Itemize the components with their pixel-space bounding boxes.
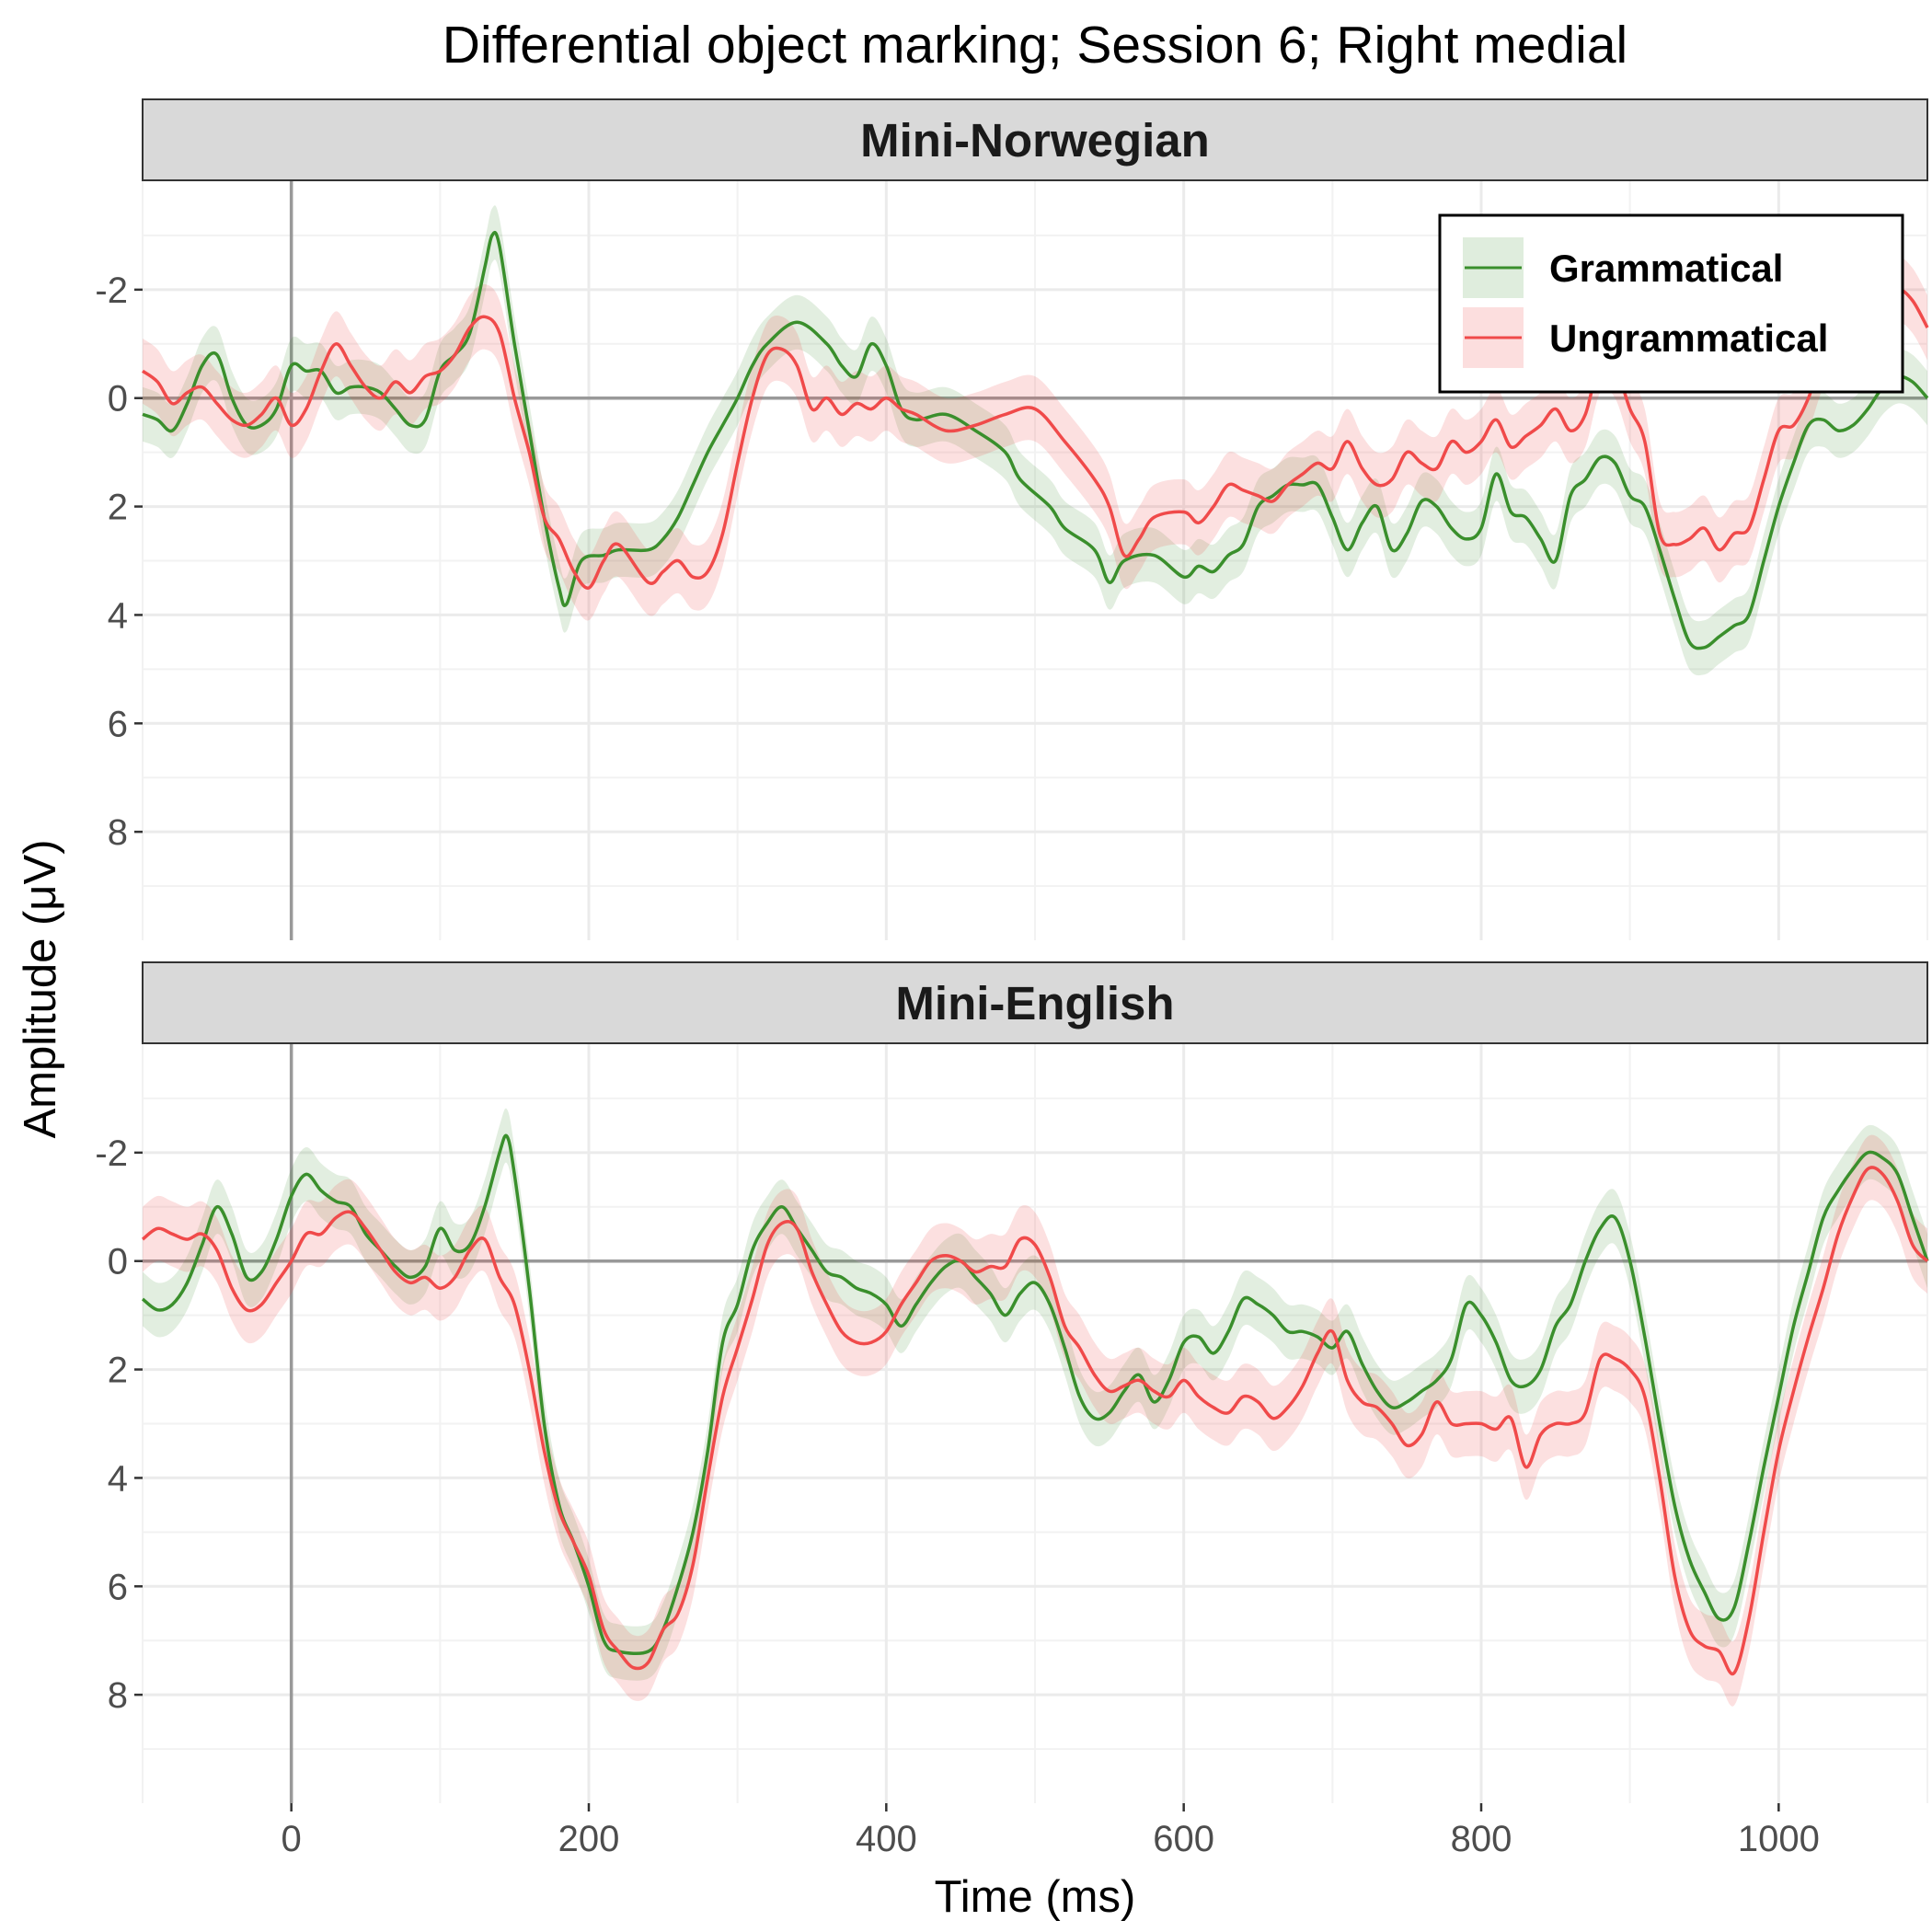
series-line-ungrammatical: [141, 1166, 1929, 1676]
y-tick-label: 2: [108, 1351, 128, 1391]
y-axis: -2 0 2 4 6 8: [95, 270, 143, 853]
x-axis: 0 200 400 600 800 1000: [282, 1803, 1820, 1859]
legend-label: Ungrammatical: [1549, 316, 1828, 360]
legend-box: [1438, 213, 1904, 394]
strip-background: [142, 961, 1928, 1044]
legend-item-grammatical: Grammatical: [1463, 237, 1783, 298]
ci-band-grammatical: [143, 205, 1927, 676]
grid: [142, 1044, 1928, 1803]
series-line-grammatical: [142, 231, 1929, 650]
x-axis-title: Time (ms): [935, 1872, 1136, 1922]
y-tick-label: 6: [108, 704, 128, 744]
y-tick-label: 4: [108, 1458, 128, 1499]
y-tick-label: -2: [95, 270, 128, 311]
confidence-bands: [143, 1108, 1927, 1707]
legend-item-ungrammatical: Ungrammatical: [1463, 307, 1828, 368]
ci-band-ungrammatical: [143, 1134, 1927, 1707]
chart-title: Differential object marking; Session 6; …: [443, 16, 1627, 75]
y-tick-label: 4: [108, 595, 128, 636]
legend: Grammatical Ungrammatical: [1438, 213, 1904, 394]
panel-mini-english: Mini-English -2 0 2 4 6 8: [95, 961, 1929, 1803]
ci-band-ungrammatical: [143, 257, 1927, 621]
series-lines: [141, 231, 1929, 650]
series-line-grammatical: [141, 1133, 1929, 1655]
y-axis-title: Amplitude (μV): [16, 839, 65, 1138]
x-tick-label: 600: [1153, 1819, 1214, 1859]
strip-label: Mini-Norwegian: [860, 114, 1210, 167]
y-tick-label: 2: [108, 488, 128, 528]
y-tick-label: 6: [108, 1567, 128, 1607]
y-tick-label: 8: [108, 1675, 128, 1716]
ci-band-grammatical: [143, 1108, 1927, 1681]
y-tick-label: 0: [108, 379, 128, 420]
x-tick-label: 0: [282, 1819, 302, 1859]
strip-background: [142, 98, 1928, 181]
x-tick-label: 1000: [1738, 1819, 1820, 1859]
y-axis: -2 0 2 4 6 8: [95, 1133, 143, 1716]
strip-label: Mini-English: [895, 977, 1174, 1029]
y-tick-label: 0: [108, 1242, 128, 1282]
series-line-ungrammatical: [141, 288, 1929, 590]
legend-label: Grammatical: [1549, 247, 1783, 290]
x-tick-label: 800: [1451, 1819, 1512, 1859]
y-tick-label: 8: [108, 812, 128, 853]
y-tick-label: -2: [95, 1133, 128, 1174]
confidence-bands: [143, 205, 1927, 676]
x-tick-label: 200: [558, 1819, 620, 1859]
x-tick-label: 400: [856, 1819, 917, 1859]
series-lines: [141, 1133, 1929, 1676]
